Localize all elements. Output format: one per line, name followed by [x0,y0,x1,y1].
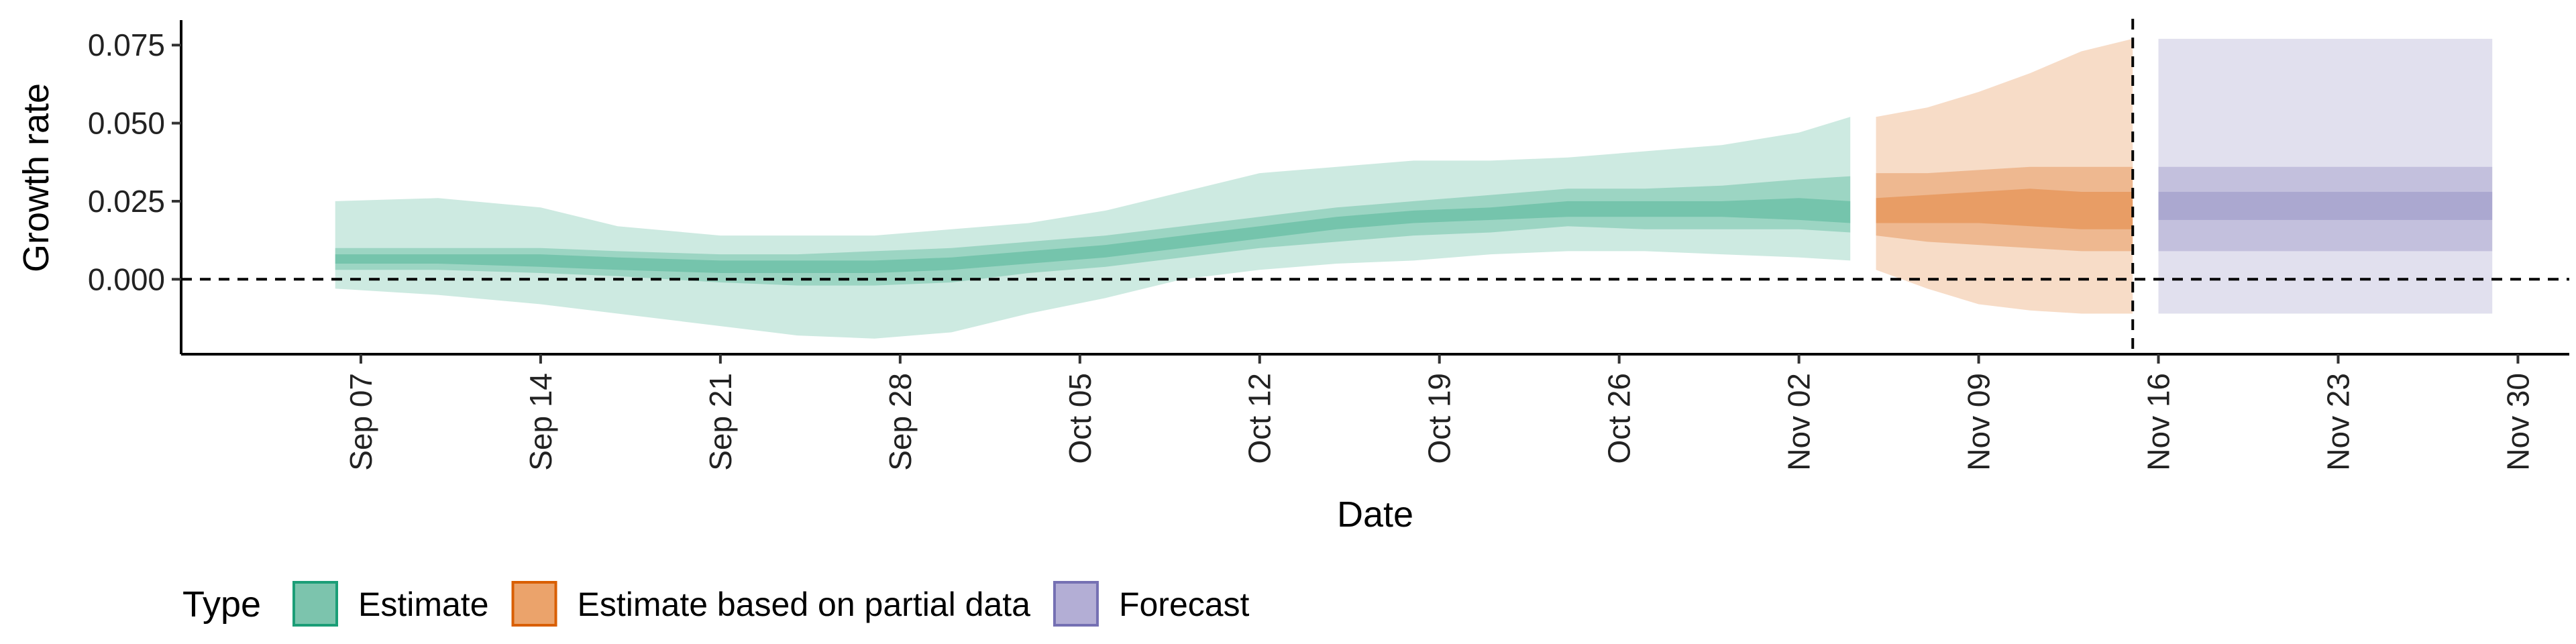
forecast-band-50 [2158,166,2493,252]
y-tick-label: 0.000 [88,262,165,297]
legend-label-estimate: Estimate [358,586,489,623]
estimate-band-90 [335,117,1851,339]
y-tick-label: 0.075 [88,28,165,62]
estimate-based-on-partial-data-band-90 [1876,38,2133,314]
x-tick-label: Oct 12 [1242,373,1277,464]
estimate-based-on-partial-data-band-20 [1876,189,2133,229]
y-tick-label: 0.050 [88,106,165,141]
reference-lines [181,19,2569,354]
legend-label-forecast: Forecast [1119,586,1250,623]
y-tick-label: 0.025 [88,184,165,219]
x-axis-title: Date [1337,494,1413,535]
legend-swatch-estimate [292,581,338,627]
x-tick-label: Sep 21 [703,373,738,471]
legend-swatch-estimate-based-on-partial-data [511,581,557,627]
x-tick-label: Nov 09 [1962,373,1996,471]
legend-title: Type [182,584,261,625]
x-tick-label: Sep 28 [883,373,918,471]
x-tick-label: Sep 07 [343,373,378,471]
x-tick-label: Nov 16 [2141,373,2176,471]
y-axis-title: Growth rate [16,83,56,272]
x-tick-label: Nov 30 [2500,373,2535,471]
legend-swatch-forecast [1053,581,1099,627]
estimate-band-20 [335,198,1851,273]
x-tick-label: Oct 05 [1063,373,1097,464]
x-tick-label: Oct 19 [1422,373,1457,464]
legend: Type Estimate Estimate based on partial d… [182,581,1250,627]
credible-interval-bands [335,38,2493,339]
x-tick-label: Nov 02 [1782,373,1817,471]
forecast-band-90 [2158,38,2493,314]
estimate-based-on-partial-data-band-50 [1876,166,2133,252]
estimate-band-50 [335,176,1851,286]
x-tick-label: Sep 14 [523,373,558,471]
forecast-band-20 [2158,192,2493,220]
x-tick-label: Oct 26 [1602,373,1637,464]
axes: 0.000 0.025 0.050 0.075 Sep 07 Sep 14 Sep 21 Se… [88,20,2569,471]
legend-label-estimate-based-on-partial-data: Estimate based on partial data [578,586,1031,623]
x-tick-label: Nov 23 [2321,373,2356,471]
